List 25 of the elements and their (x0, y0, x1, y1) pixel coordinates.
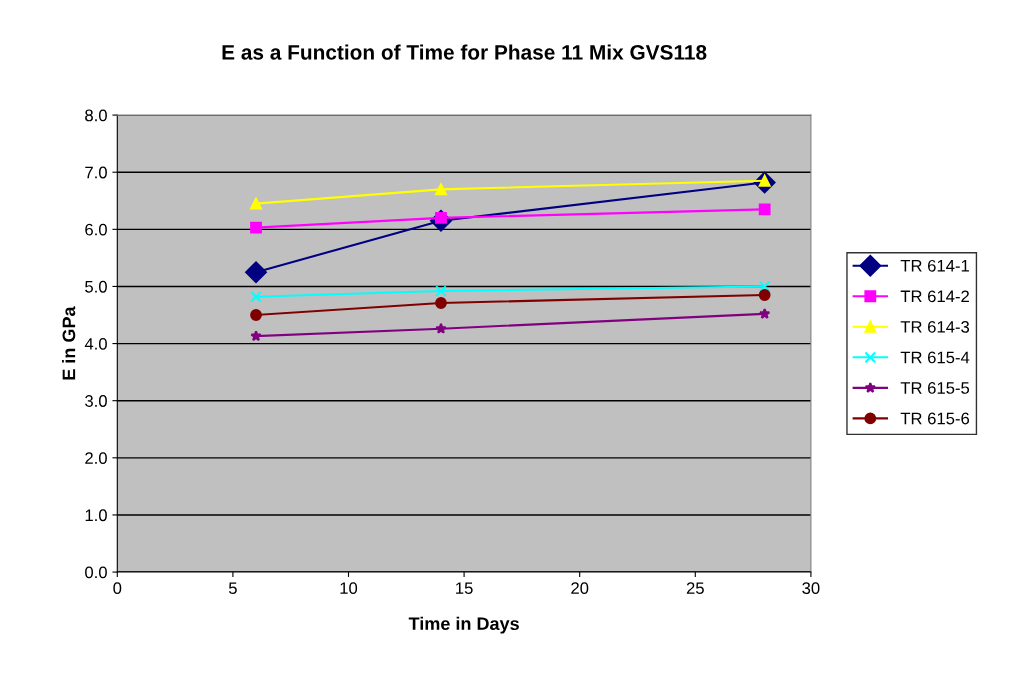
legend-label: TR 615-4 (900, 351, 970, 364)
x-tick-label: 5 (228, 582, 237, 595)
x-tick-label: 10 (340, 582, 358, 595)
legend-label: TR 615-6 (900, 412, 970, 425)
x-tick-label: 30 (802, 582, 820, 595)
y-tick-label: 1.0 (85, 509, 107, 522)
y-tick-label: 2.0 (85, 452, 107, 465)
y-tick-label: 4.0 (84, 337, 107, 350)
y-tick-label: 3.0 (85, 395, 107, 407)
legend-label: TR 615-5 (900, 382, 970, 394)
chart-title: E as a Function of Time for Phase 11 Mix GVS118 (222, 44, 707, 60)
y-tick-label: 7.0 (85, 166, 107, 179)
x-tick-label: 15 (456, 582, 473, 595)
y-tick-label: 0.0 (85, 566, 107, 579)
x-tick-label: 20 (571, 582, 589, 595)
x-tick-label: 0 (113, 582, 122, 595)
y-tick-label: 8.0 (85, 109, 107, 122)
legend-label: TR 614-1 (900, 259, 969, 272)
y-tick-label: 6.0 (85, 223, 107, 236)
legend-label: TR 614-2 (900, 290, 969, 303)
x-tick-label: 25 (686, 582, 704, 595)
y-axis-title: E in GPa (62, 306, 76, 380)
x-axis-title: Time in Days (408, 616, 519, 634)
legend-label: TR 614-3 (900, 320, 970, 333)
y-tick-label: 5.0 (85, 280, 107, 293)
